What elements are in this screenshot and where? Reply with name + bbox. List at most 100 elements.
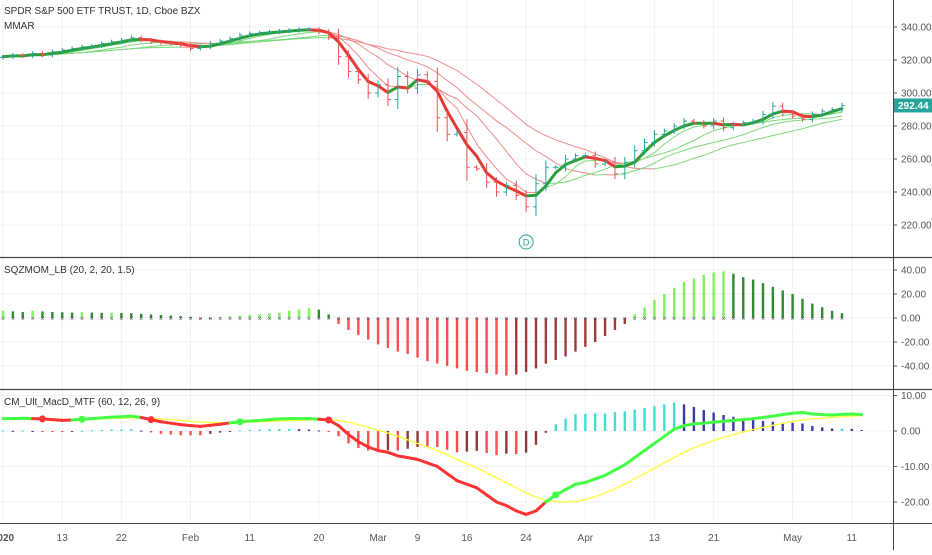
macd-histogram-bar	[614, 412, 616, 431]
mma-fast-ma-segment	[812, 115, 822, 117]
squeeze-dot: ×	[830, 316, 834, 323]
squeeze-dot: ×	[396, 316, 400, 323]
mma-slow-ma-segment	[585, 160, 595, 161]
squeeze-dot: ×	[475, 316, 479, 323]
macd-histogram-bar	[643, 408, 645, 431]
squeeze-bar	[436, 318, 438, 364]
macd-histogram-bar	[831, 429, 833, 431]
macd-histogram-bar	[308, 430, 310, 431]
macd-histogram-bar	[249, 430, 251, 431]
squeeze-bar	[426, 318, 428, 361]
mma-fast-ma-segment	[585, 157, 595, 159]
squeeze-dot: ×	[11, 316, 15, 323]
squeeze-dot: ×	[435, 316, 439, 323]
squeeze-bar	[564, 318, 566, 356]
macd-histogram-bar	[377, 431, 379, 451]
macd-title: CM_Ult_MacD_MTF (60, 12, 26, 9)	[4, 397, 160, 408]
squeeze-dot: ×	[652, 316, 656, 323]
price-title: SPDR S&P 500 ETF TRUST, 1D, Cboe BZX	[4, 6, 201, 17]
macd-histogram-bar	[772, 422, 774, 431]
squeeze-bar	[476, 318, 478, 372]
macd-histogram-bar	[762, 421, 764, 431]
macd-histogram-bar	[604, 413, 606, 431]
macd-line-segment	[408, 458, 418, 460]
squeeze-bar	[663, 294, 665, 318]
macd-histogram-bar	[397, 431, 399, 451]
squeeze-dot: ×	[633, 316, 637, 323]
mma-fast-ma-segment	[102, 44, 112, 46]
squeeze-dot: ×	[297, 316, 301, 323]
macd-histogram-bar	[209, 431, 211, 434]
squeeze-dot: ×	[820, 316, 824, 323]
macd-histogram-bar	[525, 431, 527, 453]
x-tick-label: 9	[415, 533, 421, 544]
macd-histogram-bar	[179, 431, 181, 435]
squeeze-dot: ×	[712, 316, 716, 323]
macd-histogram-bar	[476, 431, 478, 451]
squeeze-dot: ×	[603, 316, 607, 323]
x-tick-label: 21	[708, 533, 720, 544]
squeeze-dot: ×	[702, 316, 706, 323]
squeeze-dot: ×	[810, 316, 814, 323]
macd-histogram-bar	[693, 407, 695, 431]
squeeze-dot: ×	[840, 316, 844, 323]
squeeze-bar	[446, 318, 448, 366]
macd-histogram-bar	[515, 431, 517, 454]
x-tick-label: 13	[649, 533, 661, 544]
macd-histogram-bar	[466, 431, 468, 452]
x-tick-label: 20	[313, 533, 325, 544]
squeeze-dot: ×	[583, 316, 587, 323]
macd-histogram-bar	[673, 403, 675, 431]
macd-histogram-bar	[12, 431, 14, 432]
macd-histogram-bar	[288, 429, 290, 431]
macd-histogram-bar	[130, 429, 132, 431]
squeeze-dot: ×	[721, 316, 725, 323]
squeeze-dot: ×	[159, 316, 163, 323]
squeeze-dot: ×	[524, 316, 528, 323]
y-tick-label: 320.00	[901, 56, 932, 67]
squeeze-dot: ×	[21, 316, 25, 323]
macd-histogram-bar	[278, 429, 280, 431]
squeeze-bar	[505, 318, 507, 376]
last-price-label: 292.44	[898, 101, 929, 112]
squeeze-dot: ×	[80, 316, 84, 323]
squeeze-dot: ×	[534, 316, 538, 323]
squeeze-bar	[406, 318, 408, 354]
squeeze-bar	[466, 318, 468, 371]
squeeze-dot: ×	[514, 316, 518, 323]
squeeze-dot: ×	[60, 316, 64, 323]
macd-histogram-bar	[416, 431, 418, 447]
x-tick-label: 22	[116, 533, 128, 544]
macd-cross-dot	[148, 416, 155, 423]
squeeze-dot: ×	[228, 316, 232, 323]
macd-histogram-bar	[268, 429, 270, 431]
x-tick-label: Mar	[369, 533, 387, 544]
y-tick-label: -20.00	[901, 498, 930, 509]
squeeze-bar	[495, 318, 497, 374]
squeeze-dot: ×	[564, 316, 568, 323]
macd-histogram-bar	[91, 430, 93, 431]
macd-histogram-bar	[505, 431, 507, 454]
squeeze-bar	[732, 274, 734, 318]
squeeze-bar	[397, 318, 399, 352]
macd-histogram-bar	[31, 431, 33, 432]
y-tick-label: 20.00	[901, 290, 926, 301]
macd-histogram-bar	[791, 423, 793, 431]
squeeze-dot: ×	[455, 316, 459, 323]
macd-histogram-bar	[110, 430, 112, 431]
macd-line-segment	[575, 482, 585, 484]
macd-histogram-bar	[436, 431, 438, 447]
y-tick-label: 10.00	[901, 391, 926, 402]
macd-histogram-bar	[71, 431, 73, 432]
squeeze-dot: ×	[741, 316, 745, 323]
macd-line-segment	[378, 451, 388, 453]
macd-histogram-bar	[81, 431, 83, 432]
x-tick-label: 13	[57, 533, 69, 544]
squeeze-dot: ×	[366, 316, 370, 323]
macd-histogram-bar	[101, 430, 103, 431]
squeeze-title: SQZMOM_LB (20, 2, 20, 1.5)	[4, 265, 135, 276]
squeeze-bar	[772, 287, 774, 318]
macd-histogram-bar	[584, 414, 586, 431]
squeeze-bar	[574, 318, 576, 352]
